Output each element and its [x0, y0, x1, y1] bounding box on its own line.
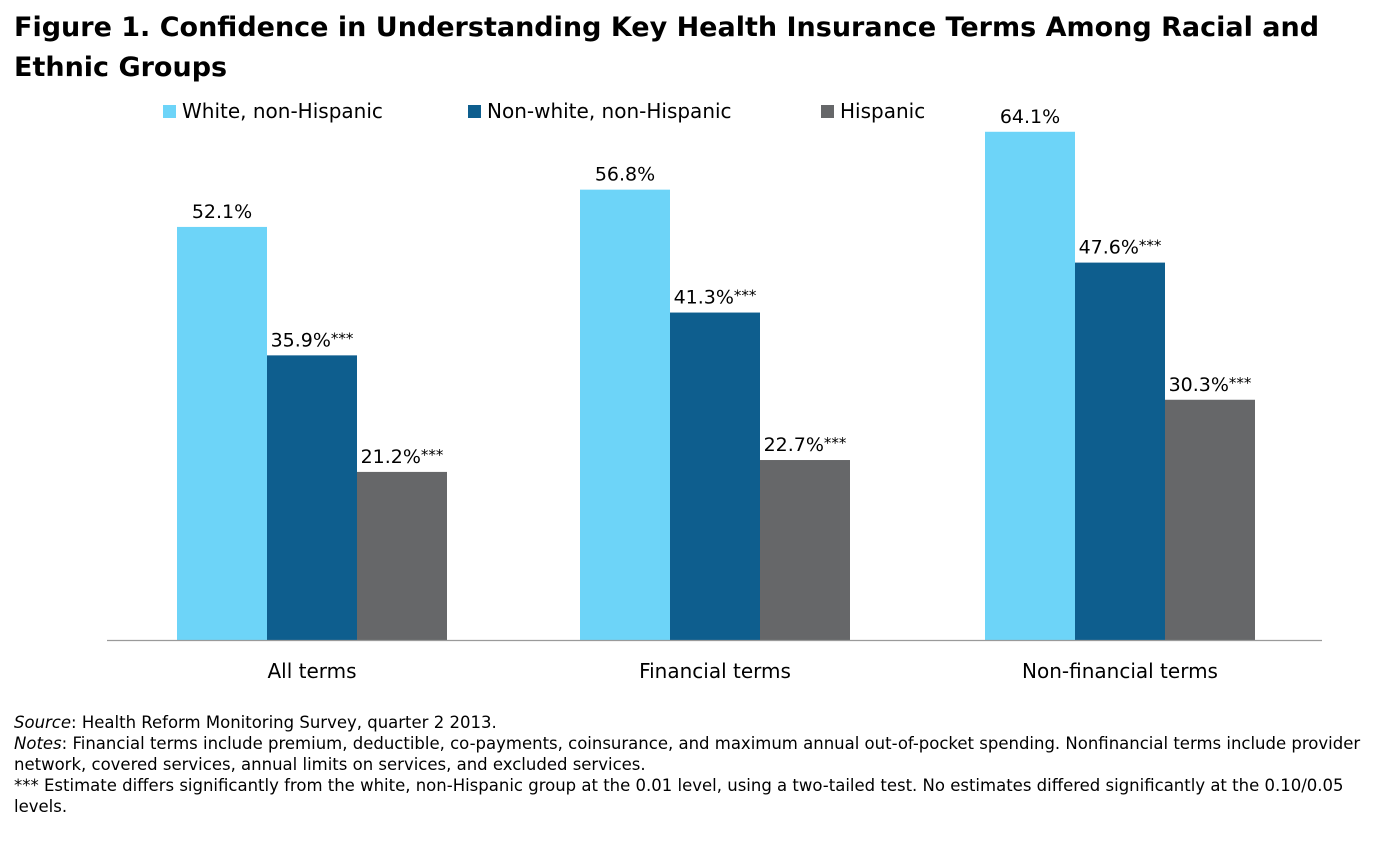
legend-item-white: White, non-Hispanic [163, 96, 383, 126]
bar-2-2 [1165, 399, 1255, 640]
legend-item-hispanic: Hispanic [821, 96, 925, 126]
data-label-0-2: 64.1% [1000, 106, 1060, 128]
bar-0-1 [580, 189, 670, 640]
footer-notes: Source: Health Reform Monitoring Survey,… [14, 712, 1364, 817]
source-text: : Health Reform Monitoring Survey, quart… [71, 713, 497, 732]
bar-1-2 [1075, 262, 1165, 640]
source-note: Source: Health Reform Monitoring Survey,… [14, 712, 1364, 733]
legend-swatch-white [163, 104, 176, 118]
data-label-1-1: 41.3%*** [674, 287, 757, 309]
notes-text: : Financial terms include premium, deduc… [14, 734, 1361, 774]
data-label-2-1: 22.7%*** [764, 434, 847, 456]
bar-2-0 [357, 471, 447, 640]
legend-swatch-hispanic [821, 104, 834, 118]
significance-note: *** Estimate differs significantly from … [14, 776, 1344, 816]
data-label-0-1: 56.8% [595, 164, 655, 186]
legend-label-nonwhite: Non-white, non-Hispanic [487, 99, 732, 123]
legend-label-white: White, non-Hispanic [182, 99, 383, 123]
legend-label-hispanic: Hispanic [840, 99, 926, 123]
data-label-1-2: 47.6%*** [1079, 237, 1162, 259]
bar-2-1 [760, 460, 850, 640]
bar-1-1 [670, 312, 760, 640]
data-label-2-0: 21.2%*** [361, 446, 444, 468]
legend-swatch-nonwhite [468, 104, 481, 118]
category-label-1: Financial terms [639, 659, 791, 683]
legend-item-nonwhite: Non-white, non-Hispanic [468, 96, 732, 126]
data-label-1-0: 35.9%*** [271, 329, 354, 351]
bar-0-0 [177, 226, 267, 640]
category-label-0: All terms [267, 659, 356, 683]
chart-title: Figure 1. Confidence in Understanding Ke… [14, 12, 1320, 83]
data-label-0-0: 52.1% [192, 201, 252, 223]
notes-label: Notes [14, 734, 62, 753]
category-label-2: Non-financial terms [1022, 659, 1218, 683]
notes-note: Notes: Financial terms include premium, … [14, 733, 1364, 775]
source-label: Source [14, 713, 72, 732]
bar-0-2 [985, 131, 1075, 640]
data-label-2-2: 30.3%*** [1169, 374, 1252, 396]
bar-1-0 [267, 355, 357, 640]
